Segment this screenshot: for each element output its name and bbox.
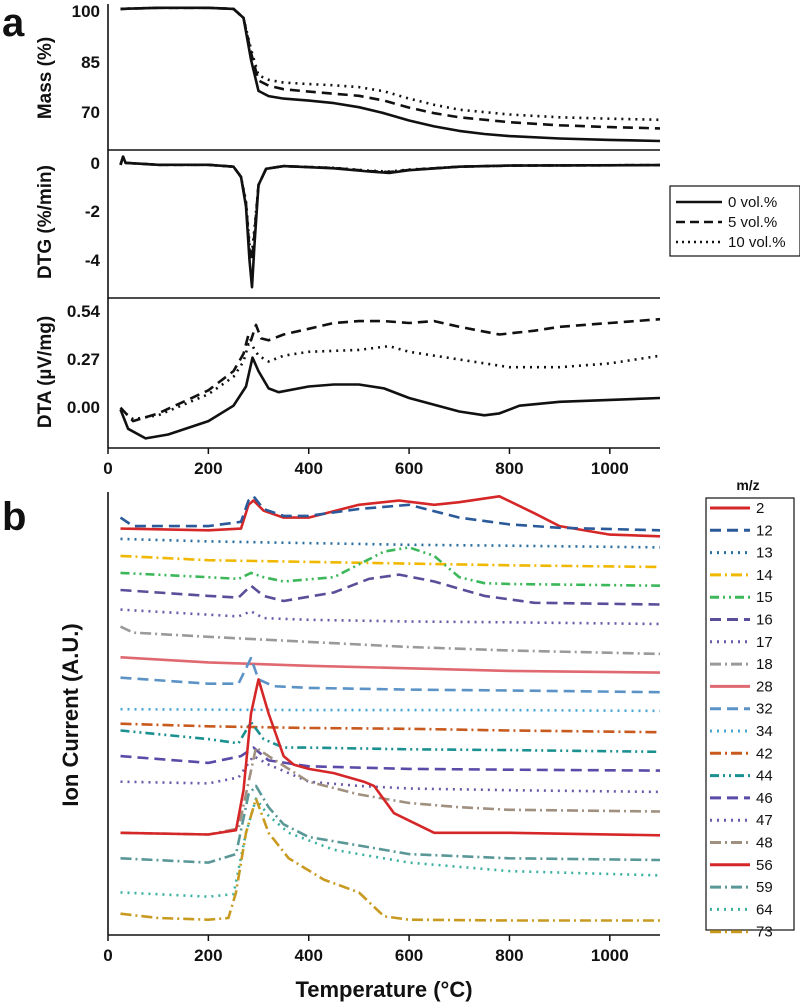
dtg-y-axis-label: DTG (%/min) [35,165,56,279]
b-y-axis-label: Ion Current (A.U.) [58,623,83,806]
legend-label-mz-14: 14 [756,567,773,584]
panel-a-subplot-mass: 100 85 70 Mass (%) [35,2,661,151]
panel-b-x-ticks: 0 200 400 600 800 1000 [103,935,629,965]
mass-ytick-70: 70 [81,103,100,122]
dta-line-5vol [119,317,661,423]
legend-label-mz-17: 17 [756,634,773,651]
legend-label-mz-12: 12 [756,522,773,539]
panel-a-legend: 0 vol.% 5 vol.% 10 vol.% [669,185,800,257]
dta-ytick-027: 0.27 [67,350,100,369]
a-xtick-label-200: 200 [194,459,222,478]
a-xtick-label-1000: 1000 [591,459,629,478]
b-x-axis-label: Temperature (°C) [295,977,472,1002]
b-xtick-label-400: 400 [295,946,323,965]
panel-a-x-ticks: 0 200 400 600 800 1000 [103,448,629,478]
mz-13-line [120,537,661,549]
mass-line-0vol [120,6,661,143]
dtg-line-10vol [119,155,661,254]
legend-label-mz-47: 47 [756,812,773,829]
mass-y-axis-label: Mass (%) [35,37,56,119]
panel-a-letter: a [2,1,25,45]
b-xtick-label-600: 600 [395,946,423,965]
mz-17-line [120,608,661,626]
dtg-ytick-minus4: -4 [85,251,101,270]
mass-line-5vol [120,6,661,130]
legend-label-mz-32: 32 [756,701,773,718]
panel-b-legend: m/z 2 12 13 14 15 16 17 18 28 32 34 42 44 46 47 48 56 59 6… [705,477,795,941]
mz-14-line [120,554,661,569]
legend-label-mz-56: 56 [756,857,773,874]
mz-18-line [119,625,661,656]
mz-15-line [120,546,661,587]
panel-b-letter: b [2,495,26,539]
mz-64-line [120,797,661,899]
mz-2-line [120,494,661,538]
legend-label-mz-73: 73 [756,924,773,941]
mass-series-group [120,6,661,143]
dtg-series-group [119,155,661,289]
mass-ytick-100: 100 [72,2,100,21]
a-xtick-label-800: 800 [495,459,523,478]
mz-12-line [119,494,661,532]
legend-label-mz-42: 42 [756,745,773,762]
legend-label-mz-16: 16 [756,612,773,629]
legend-label-mz-34: 34 [756,723,773,740]
mz-56-line [120,678,661,837]
a-xtick-label-600: 600 [395,459,423,478]
a-xtick-label-400: 400 [295,459,323,478]
dta-y-axis-label: DTA (µV/mg) [35,316,56,428]
mz-34-line [120,707,661,713]
b-xtick-label-200: 200 [194,946,222,965]
legend-label-mz-48: 48 [756,835,773,852]
panel-a-subplot-dta: 0.54 0.27 0.00 DTA (µV/mg) 0 200 400 600 800… [35,298,661,478]
dta-series-group [119,317,661,440]
b-legend-box [705,497,795,931]
legend-label-0vol: 0 vol.% [728,194,777,211]
mz-47-line [120,754,661,794]
legend-label-mz-64: 64 [756,901,773,918]
dtg-ytick-0: 0 [91,154,100,173]
legend-label-mz-15: 15 [756,589,773,606]
dta-line-0vol [119,356,661,440]
mz-44-line [120,720,661,754]
legend-label-10vol: 10 vol.% [728,234,786,251]
a-xtick-label-0: 0 [103,459,112,478]
dta-ytick-000: 0.00 [67,398,100,417]
mz-46-line [120,746,661,772]
b-xtick-label-800: 800 [495,946,523,965]
legend-label-mz-2: 2 [756,500,764,517]
b-legend-entries: 2 12 13 14 15 16 17 18 28 32 34 42 44 46 47 48 56 59 64 73 [710,500,773,941]
mz-16-line [120,573,661,606]
dta-ytick-054: 0.54 [67,302,101,321]
panel-a-subplot-dtg: 0 -2 -4 DTG (%/min) [35,150,661,299]
mz-28-line [120,656,661,674]
b-xtick-label-1000: 1000 [591,946,629,965]
mz-32-line [120,656,661,694]
mz-73-line [120,797,660,922]
b-series-group [119,494,661,922]
mz-59-line [120,784,661,864]
b-xtick-label-0: 0 [103,946,112,965]
panel-b-plot: 0 200 400 600 800 1000 Ion Current (A.U.) Tem… [58,492,661,1002]
mass-ytick-85: 85 [81,53,100,72]
dtg-line-0vol [119,155,661,289]
dtg-line-5vol [119,155,661,262]
legend-label-mz-59: 59 [756,879,773,896]
legend-label-mz-46: 46 [756,790,773,807]
legend-label-mz-44: 44 [756,768,773,785]
legend-label-mz-13: 13 [756,545,773,562]
legend-label-mz-28: 28 [756,678,773,695]
b-legend-title: m/z [736,477,759,493]
legend-label-mz-18: 18 [756,656,773,673]
dta-line-10vol [119,342,661,421]
dtg-ytick-minus2: -2 [85,202,100,221]
mz-42-line [120,722,661,734]
legend-label-5vol: 5 vol.% [728,214,777,231]
